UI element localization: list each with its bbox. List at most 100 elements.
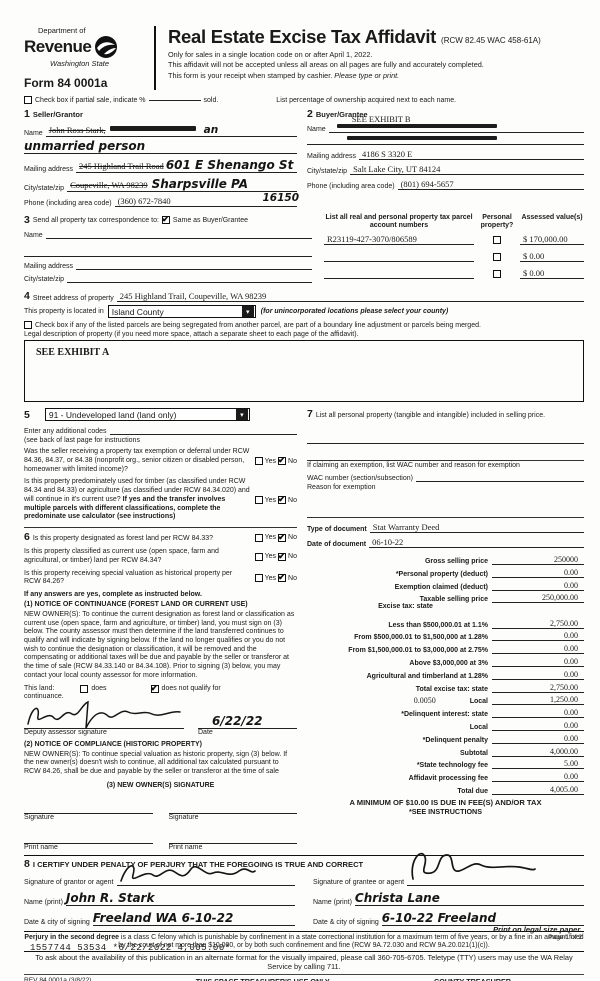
buyer-mailing-label: Mailing address: [307, 153, 357, 160]
deputy-date-field[interactable]: 6/22/22: [198, 714, 297, 729]
personal-property-checkbox-2[interactable]: [493, 252, 501, 261]
does-not-checkbox[interactable]: [150, 683, 159, 694]
buyer-mailing-field[interactable]: 4186 S 3320 E: [359, 149, 584, 160]
dropdown-arrow-icon[interactable]: ▾: [241, 306, 254, 317]
personal-property-header: Personal property?: [480, 214, 514, 230]
section5-number: 5: [24, 408, 30, 421]
grantee-date-city-label: Date & city of signing: [313, 918, 379, 926]
current-use-no-checkbox[interactable]: [278, 551, 287, 562]
section3-number: 3: [24, 214, 30, 226]
tax-row-value[interactable]: 2,750.00: [492, 683, 584, 693]
seller-name-field[interactable]: John Ross Stark, an: [45, 124, 297, 137]
buyer-name-field-2[interactable]: [307, 136, 584, 145]
does-checkbox[interactable]: [80, 684, 89, 693]
corr-name-field[interactable]: [45, 230, 312, 239]
additional-codes-field[interactable]: [109, 426, 297, 435]
grantee-date-city-field[interactable]: 6-10-22 Freeland: [381, 911, 584, 926]
doc-date-field[interactable]: 06-10-22: [369, 537, 584, 549]
tax-row-label: From $500,000.01 to $1,500,000 at 1.28%: [354, 634, 488, 642]
tax-row-value[interactable]: 5.00: [492, 759, 584, 770]
tax-row-value[interactable]: 0.00: [492, 581, 584, 591]
personal-property-checkbox-1[interactable]: [493, 235, 501, 244]
assessed-value-field[interactable]: $ 0.00: [520, 268, 584, 279]
section2-number: 2: [307, 108, 313, 120]
corr-city-field[interactable]: [67, 274, 312, 283]
timber-no-checkbox[interactable]: [278, 494, 287, 505]
buyer-city-field[interactable]: Salt Lake City, UT 84124: [350, 164, 584, 175]
wac-number-field[interactable]: [415, 473, 584, 483]
tax-row-label: Exemption claimed (deduct): [394, 583, 488, 591]
tax-row-value[interactable]: 250000: [492, 555, 584, 565]
county-select[interactable]: Island County ▾: [107, 305, 256, 318]
new-owner-signature-field-1[interactable]: [24, 805, 153, 814]
grantor-name-print-field[interactable]: John R. Stark: [65, 891, 295, 906]
seller-mailing-field[interactable]: 245 Highland Trail Road 601 E Shenango St: [76, 158, 297, 173]
assessed-value-field[interactable]: $ 0.00: [520, 251, 584, 262]
tax-row-value[interactable]: 2,750.00: [492, 619, 584, 629]
corr-name-field-2[interactable]: [24, 248, 312, 257]
tax-row-value[interactable]: 0.00: [492, 734, 584, 744]
tax-row-value[interactable]: 0.00: [492, 644, 584, 655]
correspondence-section: 3 Send all property tax correspondence t…: [24, 214, 324, 283]
buyer-name-field[interactable]: SEE EXHIBIT B: [328, 114, 584, 133]
segregated-checkbox[interactable]: [24, 321, 32, 329]
new-owner-signature-field-2[interactable]: [168, 805, 297, 814]
seller-phone-field[interactable]: (360) 672-7840 16150: [114, 192, 299, 207]
historic-yes-checkbox[interactable]: [254, 574, 263, 583]
tax-row-value[interactable]: 4,000.00: [492, 747, 584, 757]
exemption-no-checkbox[interactable]: [278, 455, 287, 466]
current-use-yes-checkbox[interactable]: [254, 552, 263, 561]
new-owner-print-field-1[interactable]: [24, 835, 153, 844]
partial-sale-checkbox[interactable]: [24, 96, 32, 104]
parcel-number-field[interactable]: R23119-427-3070/806589: [324, 234, 474, 245]
corr-city-label: City/state/zip: [24, 276, 65, 283]
grantor-signature-field[interactable]: [116, 864, 295, 886]
tax-row-value[interactable]: 4,005.00: [492, 785, 584, 795]
seller-name-field-2[interactable]: unmarried person: [24, 139, 297, 154]
street-address-field[interactable]: 245 Highland Trail, Coupeville, WA 98239: [116, 291, 584, 302]
corr-mailing-field[interactable]: [76, 261, 312, 270]
exemption-yes-checkbox[interactable]: [254, 457, 263, 466]
tax-row-value[interactable]: 0.00: [492, 772, 584, 783]
deputy-assessor-signature-field[interactable]: [24, 700, 184, 729]
seller-city-field[interactable]: Coupeville, WA 98239 Sharpsville PA: [67, 177, 297, 192]
tax-row-value[interactable]: 0.00: [492, 670, 584, 680]
tax-row-value[interactable]: 0.00: [492, 721, 584, 731]
tax-row-value[interactable]: 250,000.00: [492, 593, 584, 604]
tax-column: 7 List all personal property (tangible an…: [307, 408, 584, 851]
parcel-number-field[interactable]: [324, 268, 474, 279]
personal-property-checkbox-3[interactable]: [493, 269, 501, 278]
buyer-phone-field[interactable]: (801) 694-5657: [397, 179, 584, 190]
historic-question: Is this property receiving special valua…: [24, 569, 233, 586]
grantor-date-city-field[interactable]: Freeland WA 6-10-22: [92, 911, 295, 926]
wac-number-label: WAC number (section/subsection): [307, 475, 413, 483]
redacted-text: [347, 136, 497, 140]
tax-row-value[interactable]: 0.00: [492, 631, 584, 642]
parcel-number-field[interactable]: [324, 251, 474, 262]
legal-description-box[interactable]: SEE EXHIBIT A: [24, 340, 584, 402]
historic-no-checkbox[interactable]: [278, 572, 287, 583]
rev-number: REV 84 0001a (3/8/22): [24, 977, 92, 981]
minimum-due-note: A MINIMUM OF $10.00 IS DUE IN FEE(S) AND…: [349, 797, 542, 807]
tax-row-value[interactable]: 0.00: [492, 708, 584, 719]
seller-heading: Seller/Grantor: [32, 110, 83, 119]
doc-type-field[interactable]: Stat Warranty Deed: [369, 522, 584, 534]
forest-no-checkbox[interactable]: [278, 532, 287, 543]
grantee-name-print-field[interactable]: Christa Lane: [354, 891, 584, 906]
tax-row-value[interactable]: 0.00: [492, 568, 584, 578]
buyer-section: 2 Buyer/Grantee Name SEE EXHIBIT B Mailin…: [307, 108, 584, 207]
date-label: Date: [198, 728, 213, 736]
same-as-buyer-checkbox[interactable]: [161, 214, 170, 225]
land-use-code-select[interactable]: 91 - Undeveloped land (land only) ▾: [44, 408, 250, 421]
tax-row-value[interactable]: 0.00: [492, 657, 584, 667]
dropdown-arrow-icon[interactable]: ▾: [235, 409, 248, 420]
forest-yes-checkbox[interactable]: [254, 533, 263, 542]
assessed-value-field[interactable]: $ 170,000.00: [520, 234, 584, 245]
new-owner-print-field-2[interactable]: [168, 835, 297, 844]
grantee-signature-field[interactable]: [407, 852, 584, 886]
tax-row-value[interactable]: 1,250.00: [492, 695, 584, 706]
timber-yes-checkbox[interactable]: [254, 496, 263, 505]
personal-property-list-field[interactable]: [307, 435, 584, 445]
partial-sale-percent-field[interactable]: [148, 99, 201, 101]
